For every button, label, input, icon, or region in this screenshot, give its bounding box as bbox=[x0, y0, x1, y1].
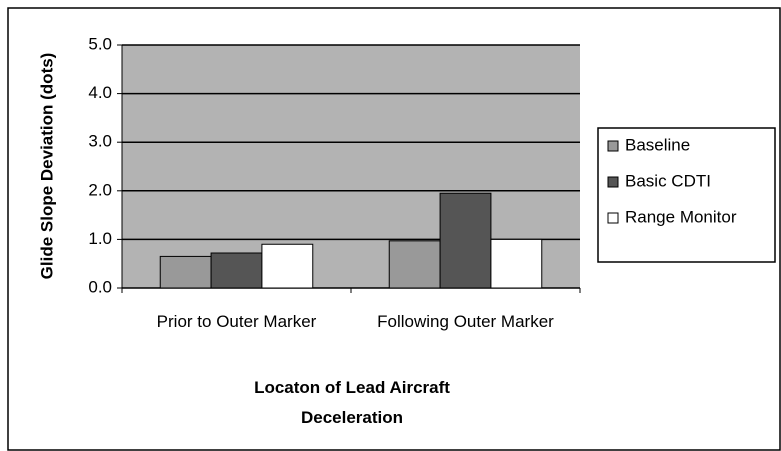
legend-swatch bbox=[607, 140, 619, 152]
legend-label: Range Monitor bbox=[625, 207, 737, 226]
legend-box bbox=[597, 127, 776, 263]
bar bbox=[210, 252, 263, 289]
x-axis-label: Locaton of Lead Aircraft Deceleration bbox=[254, 378, 450, 427]
bar bbox=[439, 192, 492, 289]
y-tick-label: 0.0 bbox=[88, 277, 112, 296]
legend-label: Basic CDTI bbox=[625, 171, 711, 190]
legend-label: Baseline bbox=[625, 135, 690, 154]
y-axis-label: Glide Slope Deviation (dots) bbox=[37, 53, 56, 280]
bar bbox=[490, 238, 543, 289]
legend-swatch bbox=[607, 212, 619, 224]
y-tick-label: 5.0 bbox=[88, 34, 112, 53]
bar bbox=[159, 255, 212, 289]
y-tick-label: 3.0 bbox=[88, 132, 112, 151]
y-tick-label: 4.0 bbox=[88, 83, 112, 102]
x-tick-label: Following Outer Marker bbox=[377, 312, 554, 331]
legend-swatch bbox=[607, 176, 619, 188]
bar bbox=[261, 243, 314, 289]
y-tick-label: 2.0 bbox=[88, 180, 112, 199]
bar bbox=[388, 240, 441, 289]
x-tick-label: Prior to Outer Marker bbox=[156, 312, 317, 331]
y-tick-label: 1.0 bbox=[88, 229, 112, 248]
